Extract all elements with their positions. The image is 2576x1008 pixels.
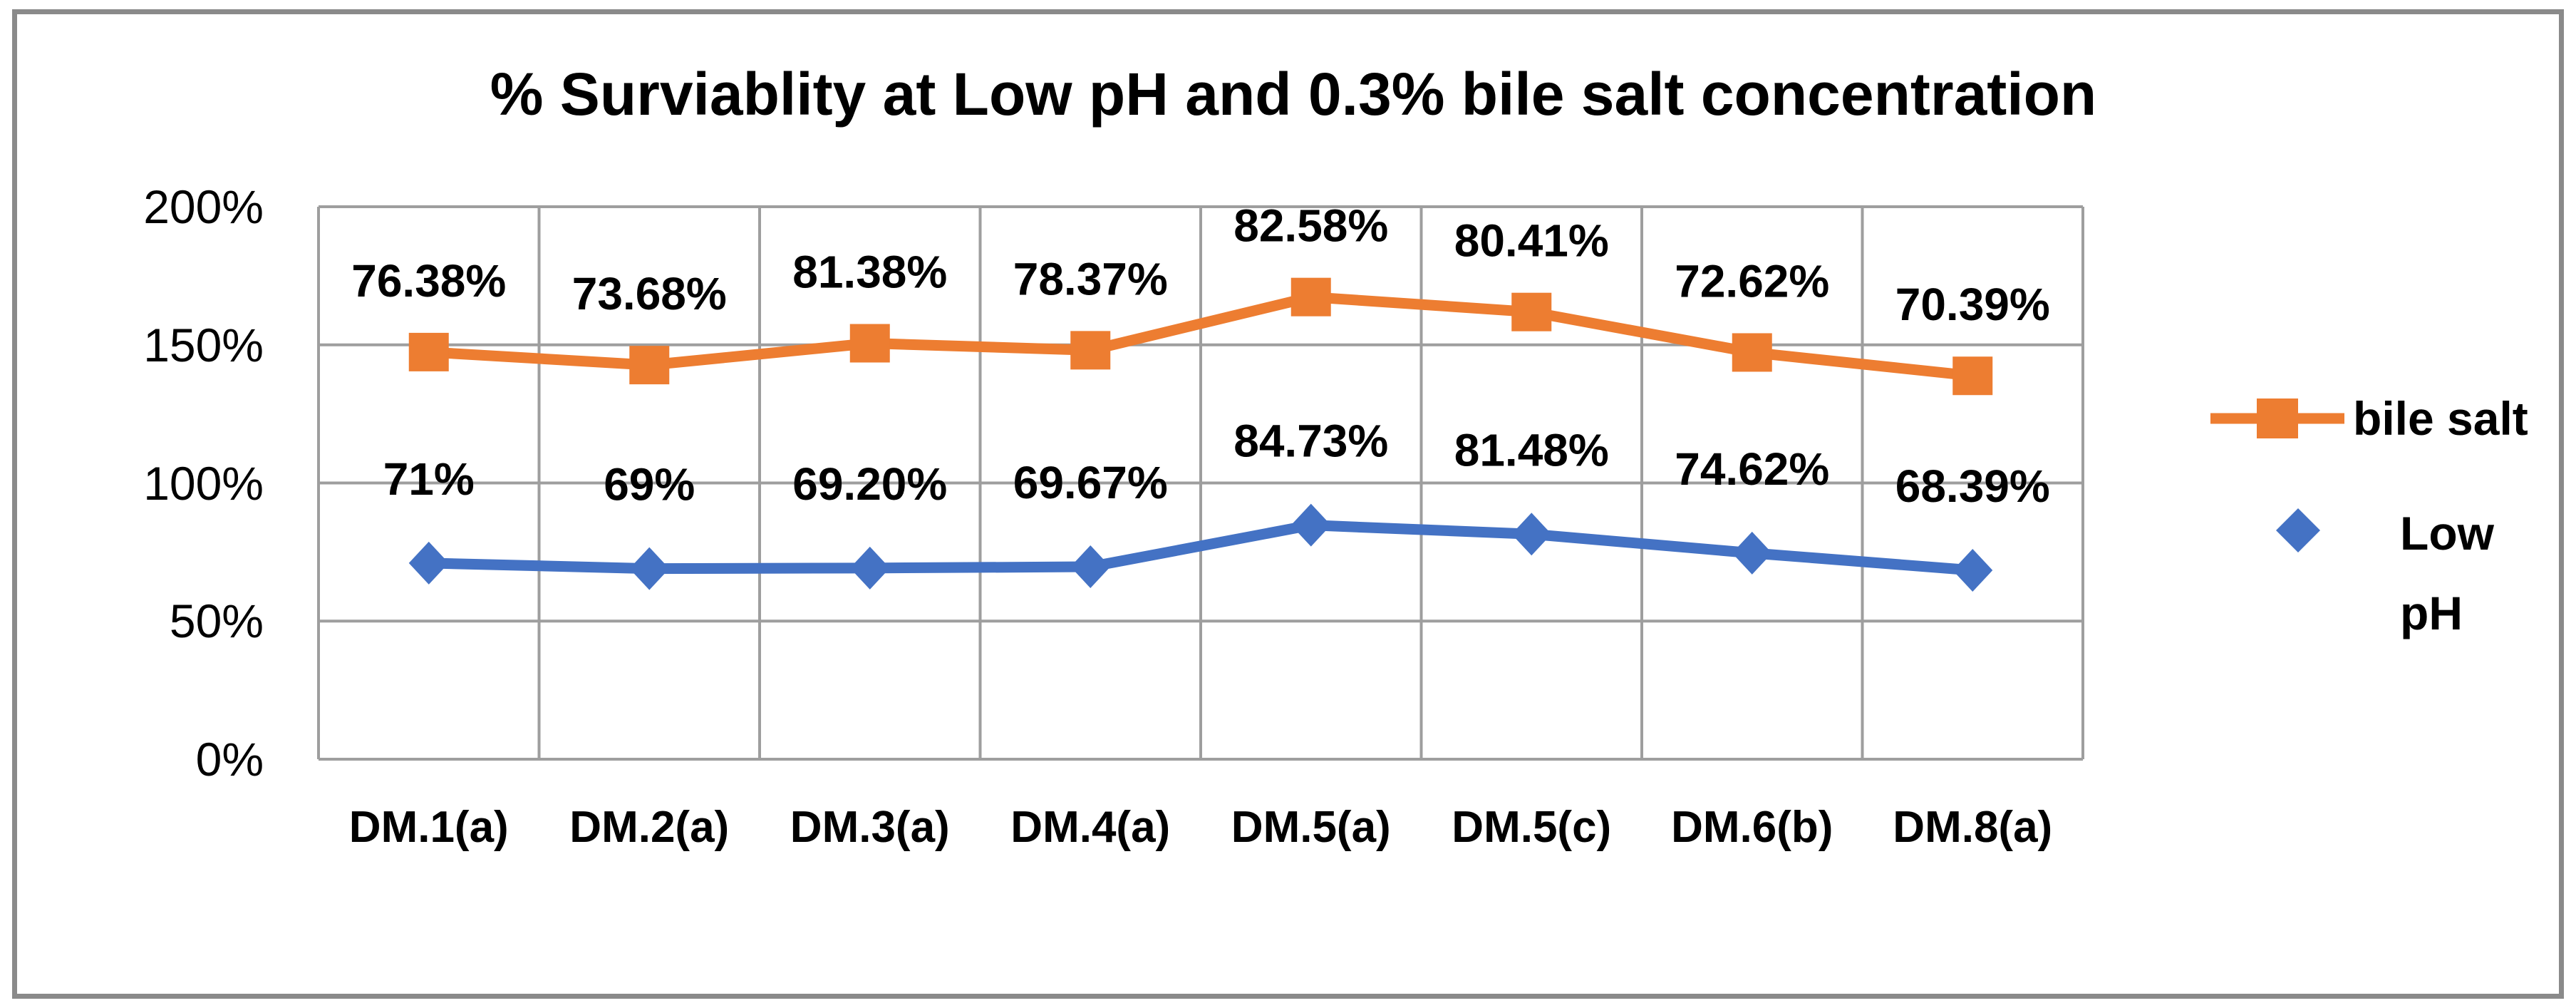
marker-bile-salt bbox=[1511, 292, 1552, 331]
marker-bile-salt bbox=[1952, 356, 1993, 396]
data-label-low-ph: 71% bbox=[383, 453, 475, 505]
data-label-low-ph: 69.67% bbox=[1013, 457, 1168, 508]
chart-title: % Surviablity at Low pH and 0.3% bile sa… bbox=[490, 61, 2097, 128]
marker-bile-salt bbox=[849, 324, 890, 363]
x-category-label: DM.8(a) bbox=[1893, 803, 2053, 852]
data-label-bile-salt: 72.62% bbox=[1675, 255, 1829, 307]
y-tick-label: 100% bbox=[143, 456, 264, 510]
legend-label-low-ph: Low pH bbox=[2400, 507, 2494, 639]
marker-bile-salt bbox=[1290, 277, 1331, 317]
data-label-bile-salt: 70.39% bbox=[1895, 279, 2050, 330]
low-ph-legend-marker-icon bbox=[2276, 508, 2320, 552]
x-category-label: DM.1(a) bbox=[348, 803, 509, 852]
data-label-bile-salt: 73.68% bbox=[572, 268, 727, 319]
marker-bile-salt bbox=[629, 346, 670, 385]
marker-low-ph bbox=[1511, 513, 1552, 556]
x-category-label: DM.2(a) bbox=[569, 803, 730, 852]
data-label-bile-salt: 82.58% bbox=[1233, 200, 1388, 252]
bile-salt-legend-marker-icon bbox=[2210, 398, 2344, 438]
marker-low-ph bbox=[629, 547, 670, 590]
data-label-low-ph: 69.20% bbox=[792, 458, 947, 510]
x-category-label: DM.3(a) bbox=[790, 803, 950, 852]
x-category-label: DM.6(b) bbox=[1671, 803, 1833, 852]
marker-bile-salt bbox=[1732, 333, 1772, 372]
x-category-label: DM.5(c) bbox=[1452, 803, 1612, 852]
marker-low-ph bbox=[849, 546, 890, 590]
data-label-bile-salt: 76.38% bbox=[351, 255, 506, 307]
data-label-low-ph: 81.48% bbox=[1454, 424, 1609, 475]
marker-low-ph bbox=[1290, 503, 1331, 547]
x-category-label: DM.4(a) bbox=[1010, 803, 1171, 852]
marker-low-ph bbox=[1070, 545, 1111, 589]
y-tick-label: 200% bbox=[143, 180, 264, 233]
y-tick-label: 50% bbox=[169, 595, 264, 648]
marker-bile-salt bbox=[1070, 331, 1111, 370]
data-label-low-ph: 68.39% bbox=[1895, 461, 2050, 512]
legend-label-bile-salt: bile salt bbox=[2353, 392, 2528, 445]
chart-outer-border bbox=[12, 9, 2564, 999]
marker-low-ph bbox=[408, 541, 449, 585]
y-tick-label: 0% bbox=[195, 733, 264, 786]
data-label-bile-salt: 80.41% bbox=[1454, 215, 1609, 267]
data-label-low-ph: 84.73% bbox=[1233, 416, 1388, 467]
data-label-low-ph: 69% bbox=[604, 459, 695, 510]
data-label-bile-salt: 78.37% bbox=[1013, 253, 1168, 304]
marker-low-ph bbox=[1732, 531, 1772, 575]
data-label-bile-salt: 81.38% bbox=[792, 247, 947, 298]
series-line-low-ph bbox=[428, 520, 1973, 576]
series-line-bile-salt bbox=[428, 292, 1974, 381]
y-tick-label: 150% bbox=[143, 318, 264, 371]
marker-low-ph bbox=[1952, 548, 1993, 592]
data-label-low-ph: 74.62% bbox=[1675, 443, 1829, 495]
x-category-label: DM.5(a) bbox=[1231, 803, 1391, 852]
marker-bile-salt bbox=[408, 332, 449, 371]
